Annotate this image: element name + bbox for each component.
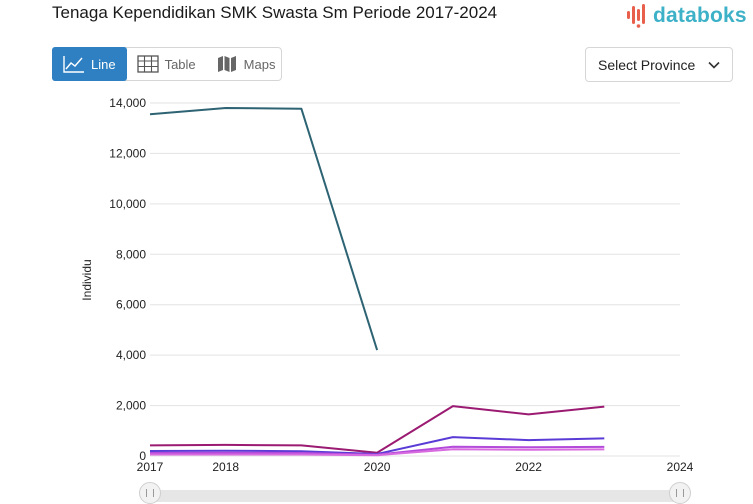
x-tick-label: 2020 <box>364 460 391 474</box>
y-tick-label: 4,000 <box>116 348 146 362</box>
tab-maps[interactable]: Maps <box>206 48 286 80</box>
series-line-2[interactable] <box>149 405 605 454</box>
x-tick-label: 2022 <box>515 460 542 474</box>
series-line-5[interactable] <box>150 448 605 457</box>
brand-logo[interactable]: databoks <box>626 2 747 30</box>
x-tick-label: 2017 <box>137 460 164 474</box>
series-line-1[interactable] <box>149 107 379 351</box>
x-tick-label: 2018 <box>212 460 239 474</box>
province-select-label: Select Province <box>598 56 696 73</box>
chevron-down-icon <box>708 61 720 69</box>
x-tick-label: 2024 <box>667 460 694 474</box>
timeline-handle-right[interactable] <box>669 482 691 504</box>
y-tick-label: 14,000 <box>109 96 146 110</box>
timeline-handle-left[interactable] <box>139 482 161 504</box>
map-icon <box>217 56 236 72</box>
tab-line-label: Line <box>91 56 116 72</box>
y-axis-label: Individu <box>80 259 94 300</box>
y-tick-label: 8,000 <box>116 247 146 261</box>
databoks-logo-icon <box>627 4 645 28</box>
y-tick-label: 0 <box>139 449 146 463</box>
page-title: Tenaga Kependidikan SMK Swasta Sm Period… <box>52 3 498 22</box>
view-tabs: Line Table Maps <box>52 47 282 81</box>
line-chart-icon <box>63 56 84 73</box>
tab-table[interactable]: Table <box>127 48 206 80</box>
table-icon <box>136 55 159 73</box>
timeline-scrollbar[interactable] <box>150 490 680 502</box>
province-select[interactable]: Select Province <box>585 47 733 82</box>
y-tick-label: 6,000 <box>116 298 146 312</box>
y-tick-label: 10,000 <box>109 197 146 211</box>
y-tick-label: 12,000 <box>109 146 146 160</box>
brand-name: databoks <box>653 4 747 27</box>
y-tick-label: 2,000 <box>116 399 146 413</box>
tab-maps-label: Maps <box>243 56 276 72</box>
tab-line[interactable]: Line <box>52 47 127 81</box>
tab-table-label: Table <box>164 56 196 72</box>
